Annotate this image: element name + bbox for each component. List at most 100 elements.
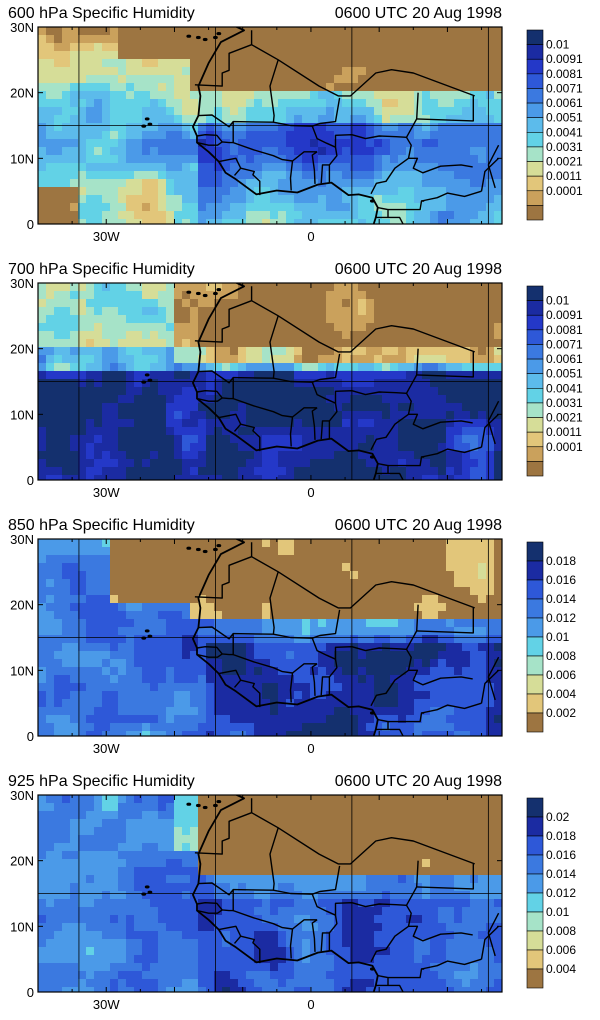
field-cell — [110, 75, 119, 84]
field-cell — [414, 443, 423, 452]
field-cell — [454, 803, 463, 812]
field-cell — [78, 83, 87, 92]
field-cell — [62, 563, 71, 572]
field-cell — [286, 403, 295, 412]
field-cell — [254, 195, 263, 204]
field-cell — [38, 123, 47, 132]
field-cell — [150, 683, 159, 692]
field-cell — [134, 195, 143, 204]
field-cell — [54, 467, 63, 476]
field-cell — [182, 59, 191, 68]
field-cell — [486, 179, 495, 188]
field-cell — [150, 627, 159, 636]
field-cell — [454, 35, 463, 44]
field-cell — [142, 379, 151, 388]
country-border — [370, 648, 412, 707]
field-cell — [382, 723, 391, 732]
field-cell — [62, 59, 71, 68]
field-cell — [462, 723, 471, 732]
field-cell — [182, 171, 191, 180]
field-cell — [326, 91, 335, 100]
field-cell — [454, 171, 463, 180]
colorbar-label: 0.008 — [546, 649, 576, 663]
field-cell — [302, 427, 311, 436]
field-cell — [470, 579, 479, 588]
field-cell — [486, 651, 495, 660]
field-cell — [190, 723, 199, 732]
field-cell — [214, 715, 223, 724]
field-cell — [86, 379, 95, 388]
field-cell — [174, 427, 183, 436]
field-cell — [390, 611, 399, 620]
field-cell — [46, 795, 55, 804]
field-cell — [54, 443, 63, 452]
field-cell — [94, 171, 103, 180]
field-cell — [238, 387, 247, 396]
field-cell — [326, 643, 335, 652]
field-cell — [262, 443, 271, 452]
field-cell — [62, 667, 71, 676]
field-cell — [222, 435, 231, 444]
field-cell — [46, 691, 55, 700]
field-cell — [366, 403, 375, 412]
field-cell — [166, 43, 175, 52]
field-cell — [342, 691, 351, 700]
field-cell — [46, 539, 55, 548]
field-cell — [446, 203, 455, 212]
field-cell — [286, 659, 295, 668]
field-cell — [62, 35, 71, 44]
field-cell — [318, 115, 327, 124]
field-cell — [366, 587, 375, 596]
field-cell — [326, 163, 335, 172]
field-cell — [94, 339, 103, 348]
field-cell — [334, 563, 343, 572]
field-cell — [278, 419, 287, 428]
field-cell — [174, 67, 183, 76]
field-cell — [86, 595, 95, 604]
field-cell — [374, 99, 383, 108]
field-cell — [206, 27, 215, 36]
field-cell — [398, 91, 407, 100]
field-cell — [302, 355, 311, 364]
field-cell — [422, 459, 431, 468]
field-cell — [182, 411, 191, 420]
colorbar-swatch — [526, 446, 544, 462]
field-cell — [390, 643, 399, 652]
field-cell — [118, 203, 127, 212]
field-cell — [190, 691, 199, 700]
field-cell — [94, 651, 103, 660]
field-cell — [318, 195, 327, 204]
field-cell — [342, 51, 351, 60]
field-cell — [38, 195, 47, 204]
field-cell — [294, 579, 303, 588]
field-cell — [238, 635, 247, 644]
field-cell — [262, 411, 271, 420]
field-cell — [438, 195, 447, 204]
field-cell — [414, 99, 423, 108]
field-cell — [78, 299, 87, 308]
field-cell — [182, 107, 191, 116]
field-cell — [342, 683, 351, 692]
field-cell — [142, 203, 151, 212]
field-cell — [230, 827, 239, 836]
field-cell — [486, 155, 495, 164]
field-cell — [302, 587, 311, 596]
field-cell — [254, 835, 263, 844]
field-cell — [486, 675, 495, 684]
field-cell — [118, 643, 127, 652]
field-cell — [142, 91, 151, 100]
field-cell — [350, 635, 359, 644]
field-cell — [374, 571, 383, 580]
field-cell — [46, 419, 55, 428]
field-cell — [470, 51, 479, 60]
field-cell — [46, 139, 55, 148]
field-cell — [406, 331, 415, 340]
field-cell — [126, 563, 135, 572]
field-cell — [470, 803, 479, 812]
field-cell — [54, 659, 63, 668]
field-cell — [374, 443, 383, 452]
field-cell — [342, 83, 351, 92]
field-cell — [54, 427, 63, 436]
field-cell — [414, 571, 423, 580]
field-cell — [342, 587, 351, 596]
